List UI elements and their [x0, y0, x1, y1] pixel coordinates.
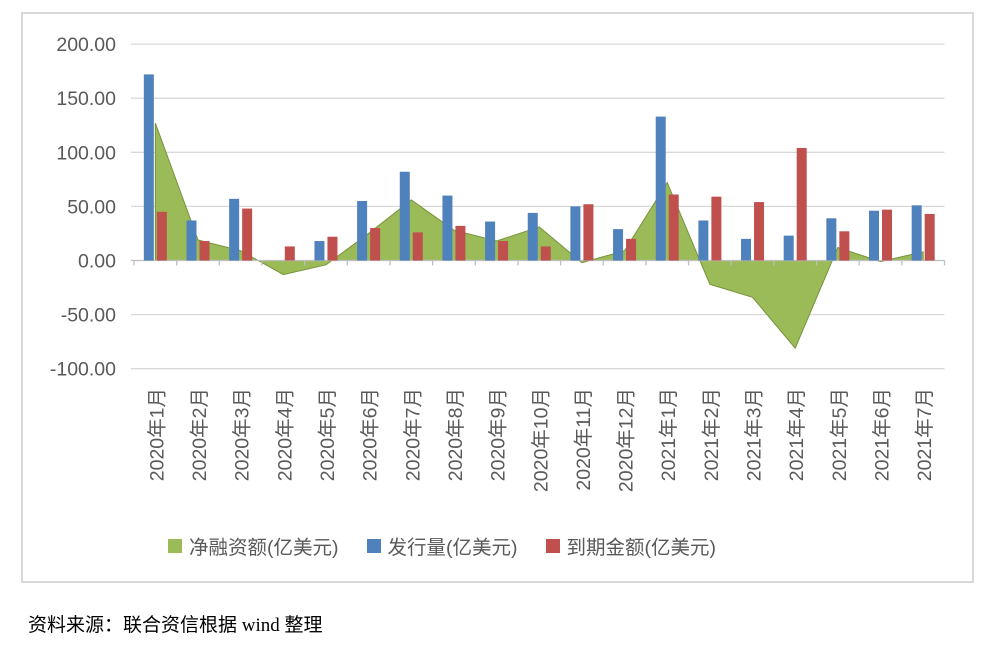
x-axis-label: 2020年8月 — [445, 388, 467, 481]
issuance-bar — [527, 212, 538, 261]
issuance-swatch-icon — [366, 538, 381, 553]
legend-label: 发行量(亿美元) — [387, 537, 518, 559]
y-axis-label: 200.00 — [56, 34, 116, 56]
x-axis-label: 2020年3月 — [232, 388, 254, 481]
issuance-bar — [869, 210, 880, 261]
maturity-bar — [199, 241, 210, 261]
issuance-bar — [741, 238, 752, 261]
y-axis-label: 150.00 — [56, 88, 116, 110]
maturity-bar — [498, 241, 509, 261]
maturity-bar — [284, 246, 295, 261]
x-axis-label: 2020年7月 — [402, 388, 424, 481]
maturity-swatch-icon — [545, 538, 560, 553]
x-axis-label: 2020年11月 — [573, 388, 595, 491]
issuance-bar — [655, 116, 666, 261]
maturity-bar — [412, 232, 423, 261]
legend-item-issuance: 发行量(亿美元) — [366, 531, 518, 560]
issuance-bar — [613, 229, 624, 261]
legend-label: 净融资额(亿美元) — [189, 537, 339, 559]
issuance-bar — [229, 198, 240, 261]
y-axis-label: 50.00 — [67, 196, 116, 218]
maturity-bar — [583, 204, 594, 261]
x-axis-label: 2020年2月 — [189, 388, 211, 481]
x-axis-label: 2021年2月 — [701, 388, 723, 481]
y-axis-label: -100.00 — [50, 359, 116, 381]
legend-item-net-financing: 净融资额(亿美元) — [168, 531, 339, 560]
maturity-bar — [839, 231, 850, 261]
issuance-bar — [399, 171, 410, 261]
x-axis-label: 2020年10月 — [530, 388, 552, 492]
maturity-bar — [455, 225, 466, 261]
x-axis-label: 2020年5月 — [317, 388, 339, 481]
x-axis-label: 2021年6月 — [872, 388, 894, 481]
y-axis-label: 100.00 — [56, 142, 116, 164]
x-axis-label: 2021年5月 — [829, 388, 851, 481]
maturity-bar — [711, 196, 722, 261]
x-axis-label: 2020年4月 — [274, 388, 296, 481]
legend-label: 到期金额(亿美元) — [566, 537, 717, 559]
issuance-bar — [698, 220, 709, 261]
y-axis-label: -50.00 — [61, 305, 116, 327]
x-axis-label: 2020年6月 — [360, 388, 382, 481]
issuance-bar — [485, 221, 496, 261]
chart-legend: 净融资额(亿美元) 发行量(亿美元) 到期金额(亿美元) — [168, 531, 716, 560]
x-axis-label: 2021年3月 — [744, 388, 766, 481]
net-financing-area — [154, 122, 924, 350]
issuance-bar — [186, 220, 197, 261]
issuance-bar — [314, 241, 325, 261]
x-axis-label: 2021年1月 — [658, 388, 680, 481]
maturity-bar — [540, 246, 551, 261]
maturity-bar — [924, 213, 935, 261]
maturity-bar — [668, 194, 679, 261]
maturity-bar — [796, 147, 807, 261]
issuance-bar — [826, 218, 837, 261]
legend-item-maturity: 到期金额(亿美元) — [545, 531, 717, 560]
y-axis-label: 0.00 — [78, 251, 116, 273]
chart-container: 200.00 150.00 100.00 50.00 0.00 -50.00 -100.00… — [21, 12, 974, 583]
maturity-bar — [882, 209, 893, 261]
issuance-bar — [357, 200, 368, 261]
x-axis-label: 2020年12月 — [616, 388, 638, 492]
maturity-bar — [370, 228, 381, 261]
maturity-bar — [626, 238, 637, 261]
maturity-bar — [242, 208, 253, 261]
x-axis-label: 2021年7月 — [914, 388, 936, 481]
x-axis-label: 2021年4月 — [786, 388, 808, 481]
issuance-bar — [143, 74, 154, 261]
source-note: 资料来源：联合资信根据 wind 整理 — [28, 615, 323, 636]
maturity-bar — [156, 211, 167, 261]
issuance-bar — [911, 205, 922, 261]
x-axis-label: 2020年9月 — [488, 388, 510, 481]
x-axis-label: 2020年1月 — [146, 388, 168, 481]
issuance-bar — [783, 235, 794, 261]
issuance-bar — [570, 206, 581, 261]
maturity-bar — [327, 236, 338, 261]
combo-chart: 200.00 150.00 100.00 50.00 0.00 -50.00 -100.00… — [50, 34, 946, 492]
maturity-bar — [754, 202, 765, 261]
issuance-bar — [442, 195, 453, 261]
net-financing-swatch-icon — [168, 538, 182, 553]
